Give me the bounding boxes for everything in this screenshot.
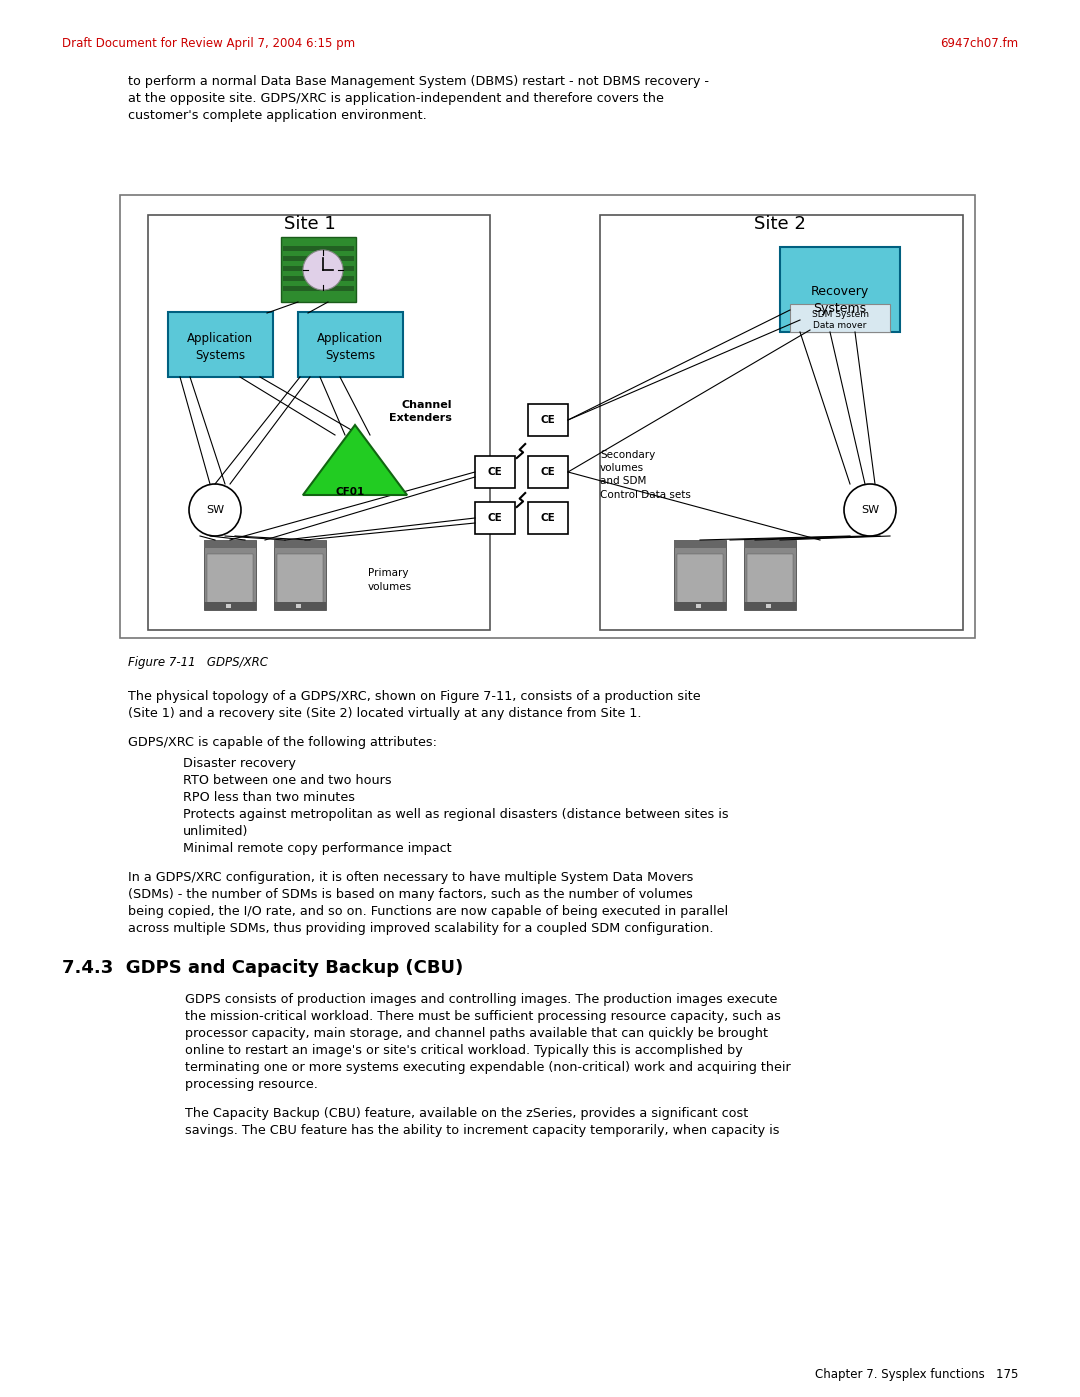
- Text: SW: SW: [861, 504, 879, 515]
- Bar: [528, 455, 568, 488]
- Circle shape: [303, 250, 343, 291]
- Text: across multiple SDMs, thus providing improved scalability for a coupled SDM conf: across multiple SDMs, thus providing imp…: [129, 922, 714, 935]
- Bar: [274, 541, 326, 548]
- Bar: [204, 541, 256, 610]
- Bar: [274, 602, 326, 610]
- Text: RTO between one and two hours: RTO between one and two hours: [183, 774, 392, 787]
- Text: The Capacity Backup (CBU) feature, available on the zSeries, provides a signific: The Capacity Backup (CBU) feature, avail…: [185, 1106, 748, 1120]
- Bar: [276, 555, 323, 606]
- Bar: [600, 215, 963, 630]
- Text: The physical topology of a GDPS/XRC, shown on Figure 7-11, consists of a product: The physical topology of a GDPS/XRC, sho…: [129, 690, 701, 703]
- Text: processor capacity, main storage, and channel paths available that can quickly b: processor capacity, main storage, and ch…: [185, 1027, 768, 1039]
- Bar: [148, 215, 490, 630]
- Text: (Site 1) and a recovery site (Site 2) located virtually at any distance from Sit: (Site 1) and a recovery site (Site 2) lo…: [129, 707, 642, 719]
- Bar: [296, 604, 301, 608]
- Bar: [120, 196, 975, 638]
- Bar: [674, 602, 726, 610]
- Text: Site 1: Site 1: [284, 215, 336, 233]
- Text: 7.4.3  GDPS and Capacity Backup (CBU): 7.4.3 GDPS and Capacity Backup (CBU): [62, 958, 463, 977]
- Text: processing resource.: processing resource.: [185, 1078, 318, 1091]
- Text: CE: CE: [488, 467, 502, 476]
- Text: CE: CE: [541, 467, 555, 476]
- Bar: [207, 555, 253, 606]
- Text: Draft Document for Review April 7, 2004 6:15 pm: Draft Document for Review April 7, 2004 …: [62, 36, 355, 50]
- Text: Application
Systems: Application Systems: [316, 332, 383, 362]
- Text: at the opposite site. GDPS/XRC is application-independent and therefore covers t: at the opposite site. GDPS/XRC is applic…: [129, 92, 664, 105]
- Text: Disaster recovery: Disaster recovery: [183, 757, 296, 770]
- Text: online to restart an image's or site's critical workload. Typically this is acco: online to restart an image's or site's c…: [185, 1044, 743, 1058]
- Polygon shape: [303, 483, 407, 495]
- Bar: [283, 246, 354, 251]
- Bar: [281, 237, 356, 302]
- Text: (SDMs) - the number of SDMs is based on many factors, such as the number of volu: (SDMs) - the number of SDMs is based on …: [129, 888, 693, 901]
- Text: Minimal remote copy performance impact: Minimal remote copy performance impact: [183, 842, 451, 855]
- Bar: [528, 502, 568, 534]
- Text: Recovery
Systems: Recovery Systems: [811, 285, 869, 314]
- Bar: [475, 455, 515, 488]
- Text: In a GDPS/XRC configuration, it is often necessary to have multiple System Data : In a GDPS/XRC configuration, it is often…: [129, 870, 693, 884]
- Text: RPO less than two minutes: RPO less than two minutes: [183, 791, 355, 805]
- Text: to perform a normal Data Base Management System (DBMS) restart - not DBMS recove: to perform a normal Data Base Management…: [129, 75, 708, 88]
- Bar: [766, 604, 771, 608]
- Text: CF01: CF01: [336, 488, 365, 497]
- Bar: [226, 604, 231, 608]
- Text: SW: SW: [206, 504, 224, 515]
- Bar: [674, 541, 726, 610]
- Text: Figure 7-11   GDPS/XRC: Figure 7-11 GDPS/XRC: [129, 657, 268, 669]
- Text: Secondary
volumes
and SDM
Control Data sets: Secondary volumes and SDM Control Data s…: [600, 450, 691, 500]
- Text: CE: CE: [541, 415, 555, 425]
- Text: terminating one or more systems executing expendable (non-critical) work and acq: terminating one or more systems executin…: [185, 1060, 791, 1074]
- Text: Chapter 7. Sysplex functions   175: Chapter 7. Sysplex functions 175: [814, 1368, 1018, 1382]
- Text: customer's complete application environment.: customer's complete application environm…: [129, 109, 427, 122]
- Bar: [789, 305, 890, 332]
- Bar: [744, 541, 796, 548]
- Bar: [283, 256, 354, 261]
- Text: GDPS/XRC is capable of the following attributes:: GDPS/XRC is capable of the following att…: [129, 736, 437, 749]
- Bar: [674, 541, 726, 548]
- Bar: [283, 286, 354, 291]
- Bar: [780, 247, 900, 332]
- Bar: [298, 312, 403, 377]
- Bar: [204, 541, 256, 548]
- Bar: [744, 541, 796, 610]
- Bar: [204, 602, 256, 610]
- Bar: [528, 404, 568, 436]
- Text: Site 2: Site 2: [754, 215, 806, 233]
- Polygon shape: [303, 425, 407, 495]
- Bar: [283, 277, 354, 281]
- Circle shape: [189, 483, 241, 536]
- Text: savings. The CBU feature has the ability to increment capacity temporarily, when: savings. The CBU feature has the ability…: [185, 1125, 780, 1137]
- Text: SDM System
Data mover: SDM System Data mover: [811, 310, 868, 330]
- Text: CE: CE: [541, 513, 555, 522]
- Bar: [475, 502, 515, 534]
- Bar: [744, 602, 796, 610]
- Bar: [283, 265, 354, 271]
- Text: being copied, the I/O rate, and so on. Functions are now capable of being execut: being copied, the I/O rate, and so on. F…: [129, 905, 728, 918]
- Text: 6947ch07.fm: 6947ch07.fm: [940, 36, 1018, 50]
- Text: CE: CE: [488, 513, 502, 522]
- Text: Primary
volumes: Primary volumes: [368, 569, 413, 591]
- Text: Protects against metropolitan as well as regional disasters (distance between si: Protects against metropolitan as well as…: [183, 807, 729, 821]
- Text: GDPS consists of production images and controlling images. The production images: GDPS consists of production images and c…: [185, 993, 778, 1006]
- Bar: [677, 555, 723, 606]
- Text: Channel
Extenders: Channel Extenders: [389, 400, 453, 423]
- Bar: [168, 312, 273, 377]
- Text: unlimited): unlimited): [183, 826, 248, 838]
- Text: the mission-critical workload. There must be sufficient processing resource capa: the mission-critical workload. There mus…: [185, 1010, 781, 1023]
- Text: Application
Systems: Application Systems: [187, 332, 253, 362]
- Bar: [274, 541, 326, 610]
- Circle shape: [843, 483, 896, 536]
- Bar: [747, 555, 793, 606]
- Bar: [696, 604, 701, 608]
